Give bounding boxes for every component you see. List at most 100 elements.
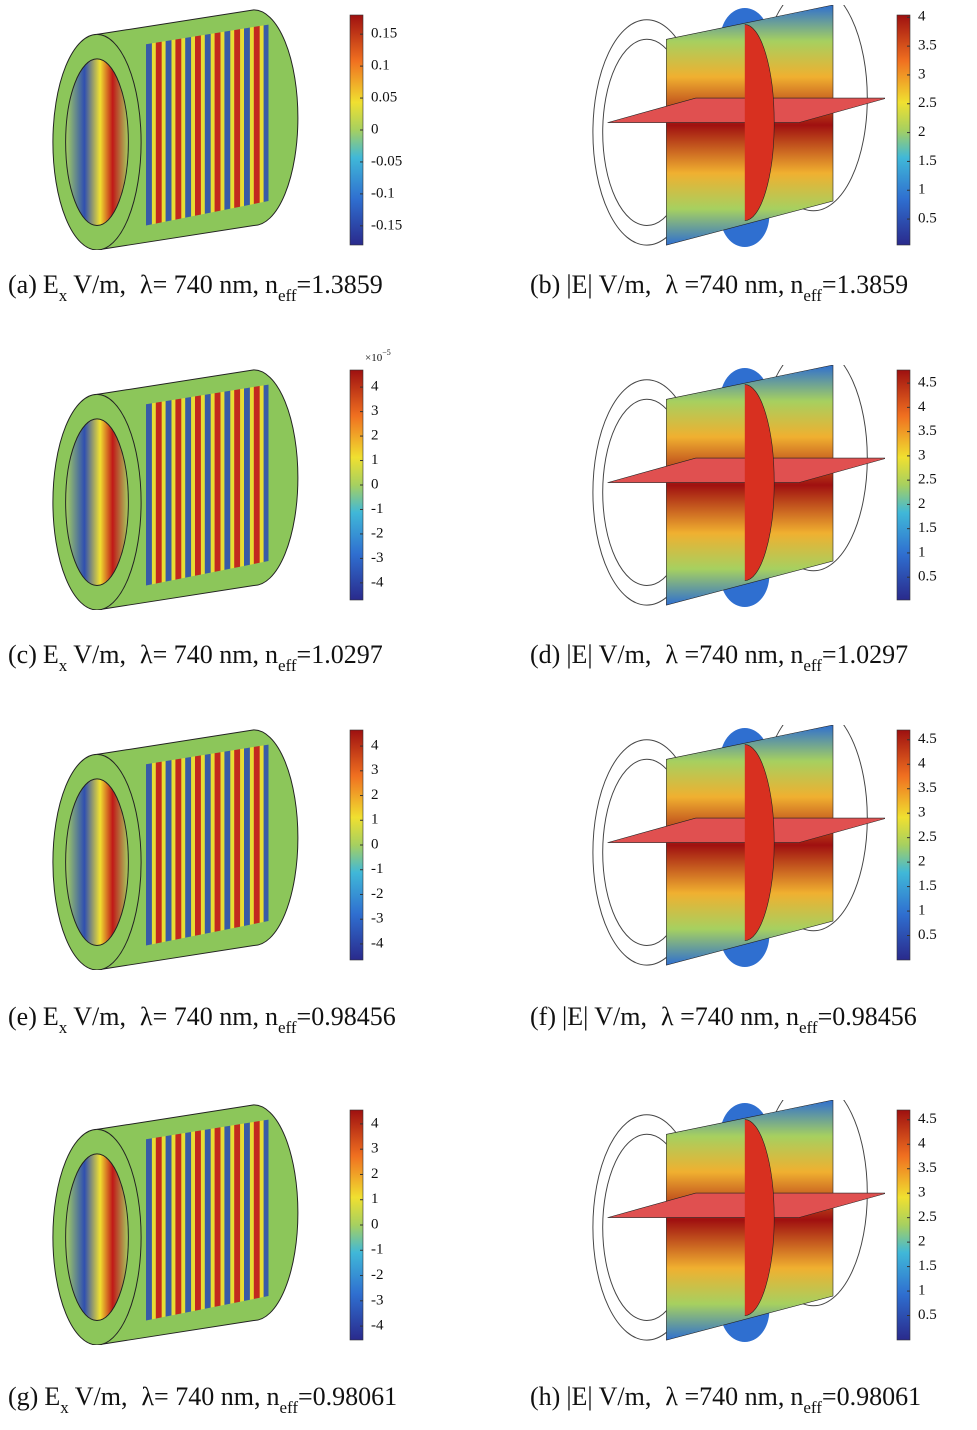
colorbar-tick-label: 3 [918, 447, 926, 463]
field-image [593, 1080, 887, 1342]
colorbar-tick-label: 2 [371, 787, 379, 803]
caption: (f)|E|V/m,λ =740 nm,neff=0.98456 [530, 1002, 917, 1037]
colorbar-tick-label: 1.5 [918, 153, 937, 169]
colorbar-tick-label: 3.5 [918, 38, 937, 54]
field-image [53, 1105, 298, 1345]
colorbar-tick-label: -1 [371, 1242, 384, 1258]
colorbar-tick-label: 4 [918, 756, 926, 772]
caption-field-sub: x [60, 1398, 69, 1417]
colorbar-tick-label: 1 [371, 812, 379, 828]
colorbar-tick-label: -2 [371, 1267, 384, 1283]
caption-unit: V/m, [73, 640, 126, 669]
colorbar-tick-label: -3 [371, 550, 384, 566]
caption-wavelength: λ= 740 nm, [140, 640, 259, 669]
colorbar-tick-label: 2.5 [918, 95, 937, 111]
caption-wavelength: λ =740 nm, [661, 1002, 780, 1031]
colorbar-tick-label: 3 [918, 1185, 926, 1201]
colorbar-tick-label: 2.5 [918, 829, 937, 845]
caption-field: |E| [566, 640, 592, 669]
colorbar-tick-label: 2 [918, 124, 926, 140]
colorbar-tick-label: 3 [918, 66, 926, 82]
colorbar-tick-label: 0 [371, 836, 379, 852]
caption-neff-value: =0.98456 [297, 1002, 396, 1031]
colorbar-tick-label: 1.5 [918, 1258, 937, 1274]
caption-field: |E| [566, 270, 592, 299]
colorbar-tick-label: 3 [371, 1141, 379, 1157]
colorbar-tick-label: 1 [371, 1191, 379, 1207]
colorbar-tick-label: 4.5 [918, 1111, 937, 1127]
colorbar-tick-label: 1 [918, 544, 926, 560]
caption-field: |E| [566, 1382, 592, 1411]
caption-neff-sub: eff [278, 286, 297, 305]
caption-neff: n [265, 640, 278, 669]
colorbar-tick-label: 4 [371, 1115, 379, 1131]
caption: (a)ExV/m,λ= 740 nm,neff=1.3859 [8, 270, 383, 305]
caption-neff-value: =1.0297 [822, 640, 908, 669]
colorbar-tick-label: 4 [371, 738, 379, 754]
caption-field: E [43, 640, 59, 669]
caption-field: E [43, 270, 59, 299]
figure: 0.150.10.050-0.05-0.1-0.15(a)ExV/m,λ= 74… [0, 0, 977, 1430]
colorbar-tick-label: 2.5 [918, 1209, 937, 1225]
caption-label: (e) [8, 1002, 37, 1031]
caption-neff-value: =0.98456 [818, 1002, 917, 1031]
caption-wavelength: λ= 740 nm, [141, 1382, 260, 1411]
colorbar-tick-label: 4.5 [918, 731, 937, 747]
caption-neff: n [786, 1002, 799, 1031]
caption-unit: V/m, [599, 270, 652, 299]
caption-field-sub: x [59, 286, 68, 305]
colorbar-tick-label: 1 [918, 1283, 926, 1299]
colorbar-tick-label: 2 [371, 428, 379, 444]
caption-neff: n [790, 1382, 803, 1411]
caption-neff-value: =0.98061 [822, 1382, 921, 1411]
caption-field-sub: x [59, 1018, 68, 1037]
colorbar-tick-label: 0.5 [918, 210, 937, 226]
caption-unit: V/m, [75, 1382, 128, 1411]
colorbar-tick-label: 0.15 [371, 26, 397, 42]
caption-neff-sub: eff [803, 286, 822, 305]
caption-neff-sub: eff [799, 1018, 818, 1037]
colorbar-tick-label: -3 [371, 1292, 384, 1308]
caption-field: E [44, 1382, 60, 1411]
colorbar-tick-label: 0.5 [918, 1307, 937, 1323]
caption-label: (b) [530, 270, 560, 299]
caption-unit: V/m, [73, 1002, 126, 1031]
colorbar-tick-label: 4 [918, 9, 926, 25]
colorbar-tick-label: 1 [918, 182, 926, 198]
colorbar-tick-label: 4 [918, 399, 926, 415]
field-image [593, 0, 887, 247]
caption-unit: V/m, [73, 270, 126, 299]
caption-field: |E| [562, 1002, 588, 1031]
caption: (d)|E|V/m,λ =740 nm,neff=1.0297 [530, 640, 908, 675]
colorbar-tick-label: -4 [371, 1318, 384, 1334]
caption-wavelength: λ= 740 nm, [140, 270, 259, 299]
colorbar-exponent: ×10−5 [365, 348, 391, 364]
caption-label: (g) [8, 1382, 38, 1411]
colorbar-tick-label: 3.5 [918, 423, 937, 439]
colorbar-tick-label: -1 [371, 861, 384, 877]
colorbar-tick-label: -2 [371, 525, 384, 541]
caption-field: E [43, 1002, 59, 1031]
caption-label: (f) [530, 1002, 556, 1031]
colorbar-tick-label: -1 [371, 501, 384, 517]
caption-neff-value: =0.98061 [298, 1382, 397, 1411]
caption-label: (a) [8, 270, 37, 299]
caption-wavelength: λ =740 nm, [665, 270, 784, 299]
field-image [53, 730, 298, 970]
field-image [53, 10, 298, 250]
caption-unit: V/m, [599, 1382, 652, 1411]
colorbar-tick-label: 0 [371, 476, 379, 492]
colorbar-tick-label: -0.05 [371, 153, 402, 169]
colorbar-tick-label: 3.5 [918, 780, 937, 796]
colorbar-tick-label: 0 [371, 1216, 379, 1232]
caption-neff-sub: eff [803, 656, 822, 675]
caption-neff-sub: eff [279, 1398, 298, 1417]
colorbar-tick-label: 3.5 [918, 1160, 937, 1176]
colorbar-tick-label: 0 [371, 121, 379, 137]
caption-label: (d) [530, 640, 560, 669]
caption-neff-sub: eff [278, 656, 297, 675]
caption-neff: n [265, 270, 278, 299]
